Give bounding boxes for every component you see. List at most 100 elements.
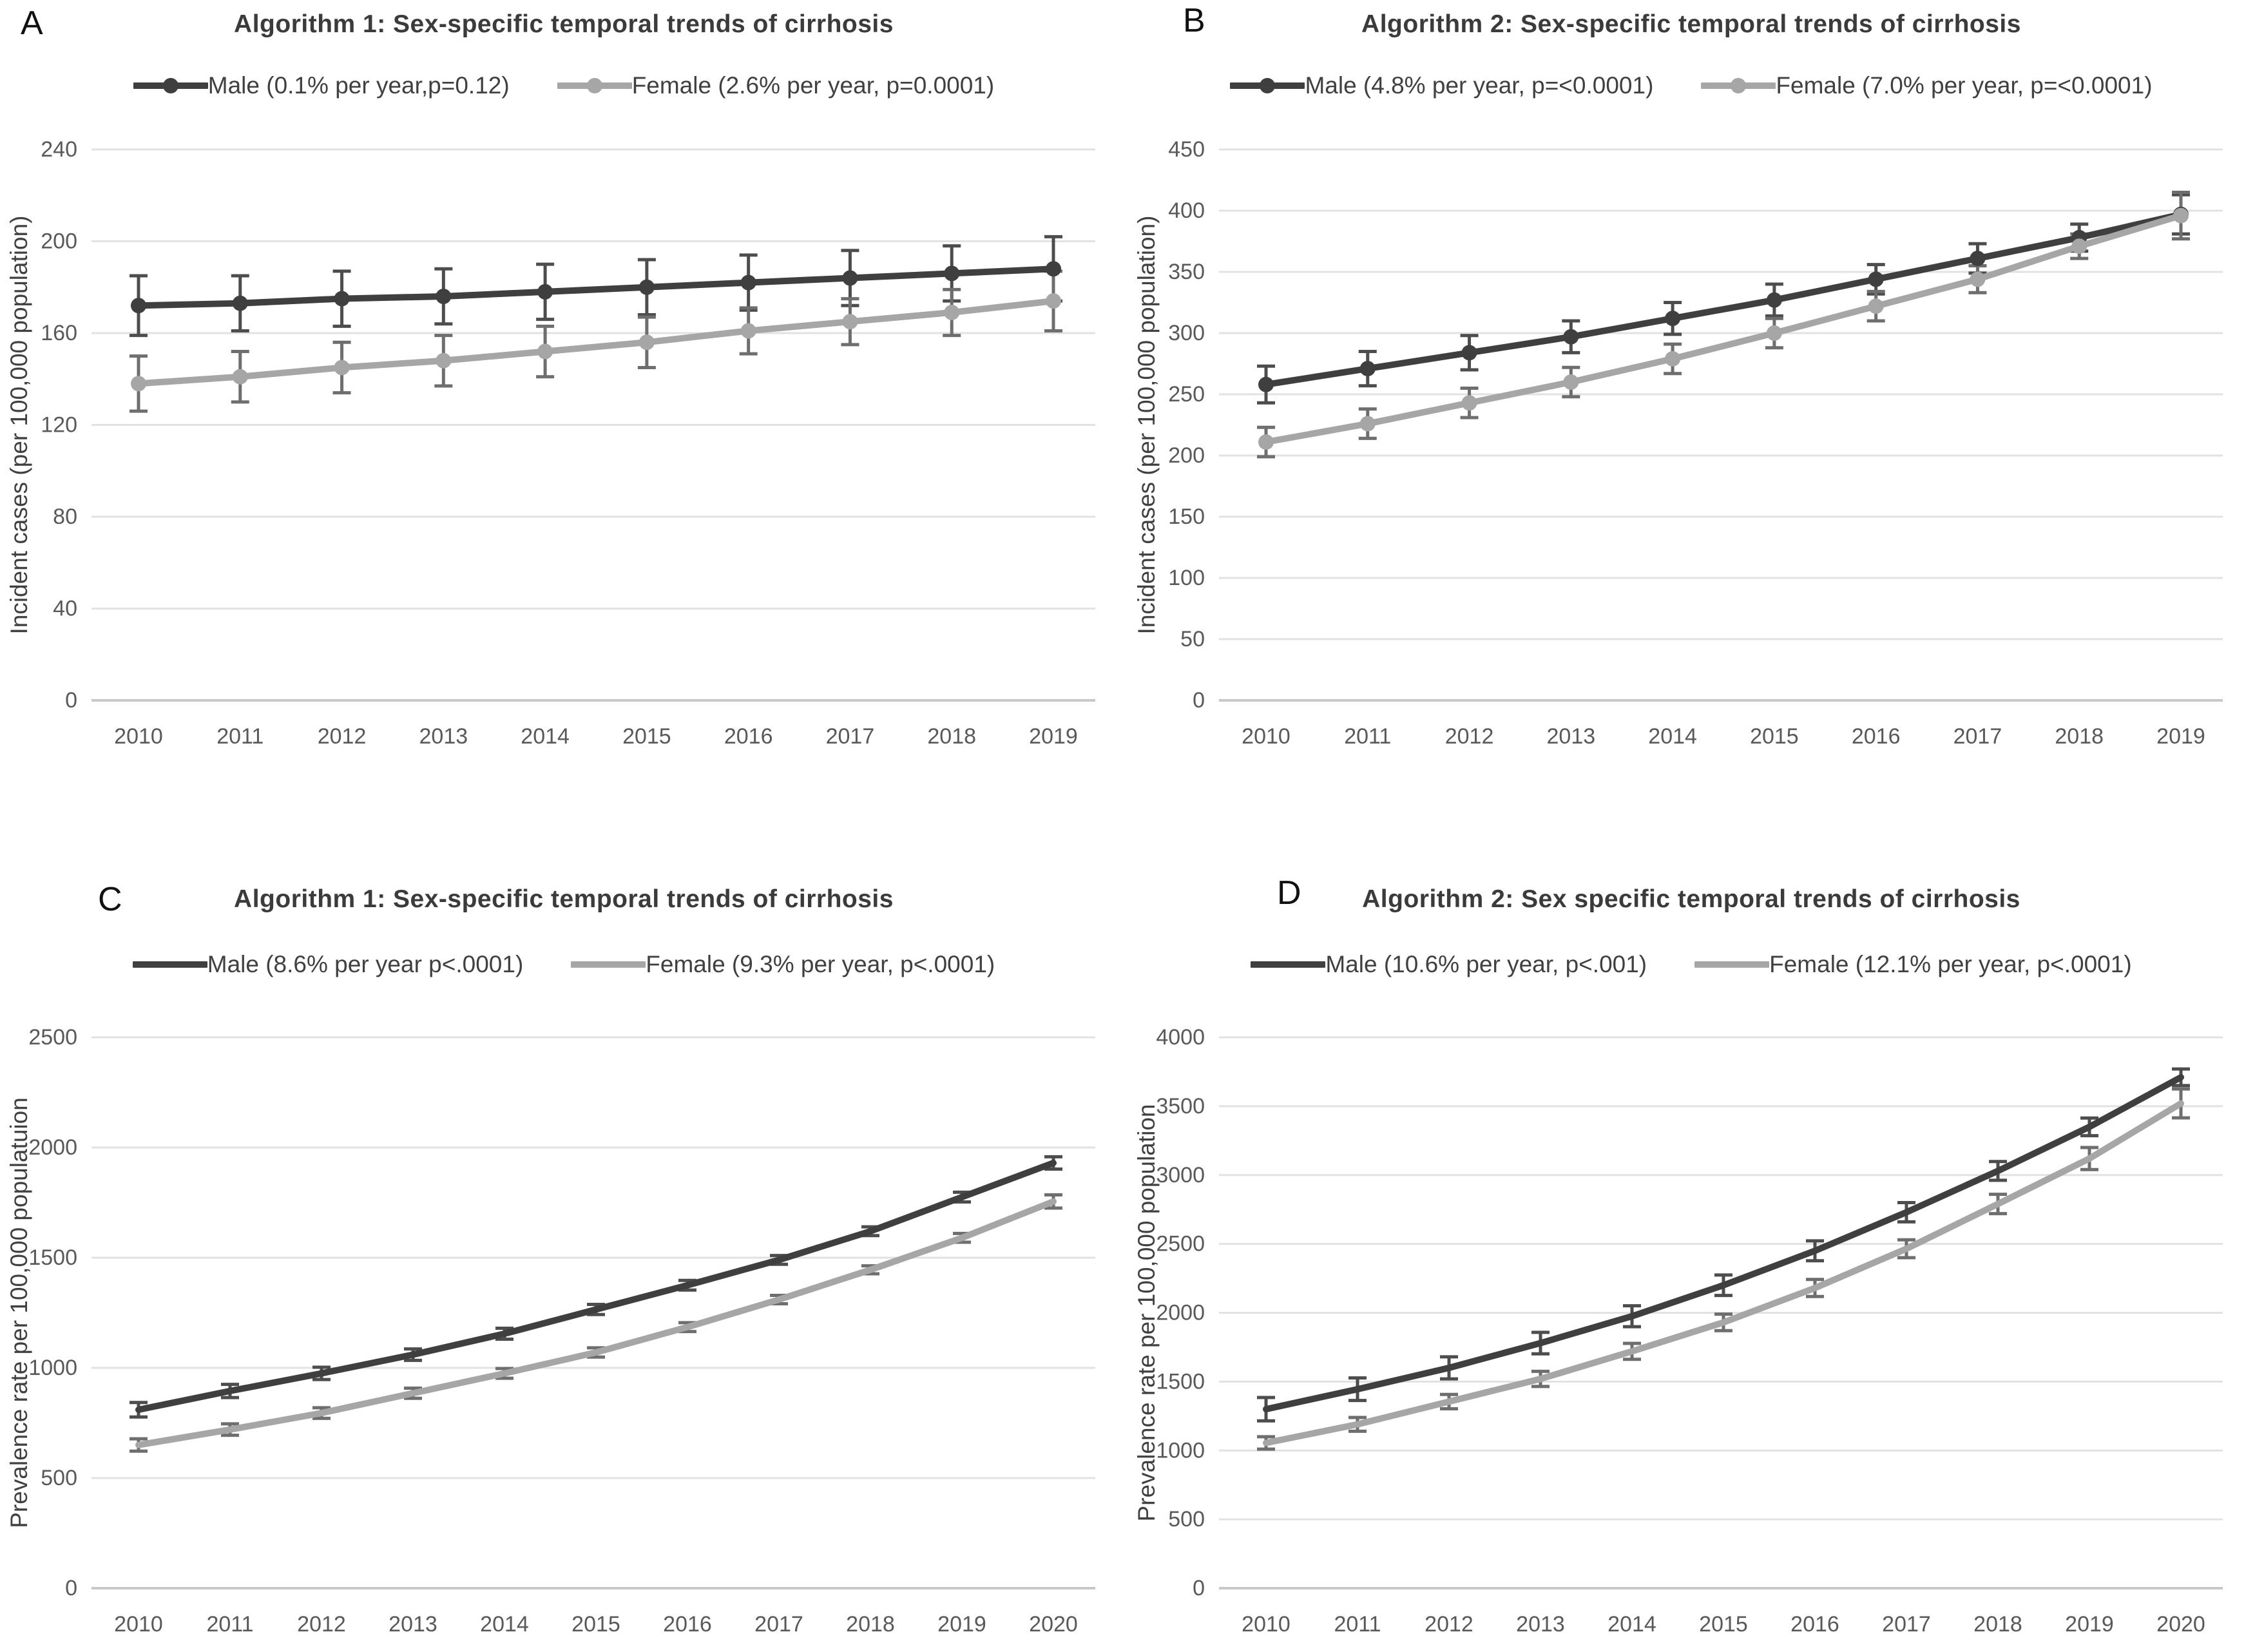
legend-item-male: Male (4.8% per year, p=<0.0001) — [1230, 72, 1653, 99]
chart-title-A: Algorithm 1: Sex-specific temporal trend… — [234, 10, 894, 38]
svg-text:2011: 2011 — [1344, 724, 1391, 749]
svg-text:80: 80 — [53, 504, 77, 529]
svg-text:2019: 2019 — [937, 1612, 986, 1637]
svg-text:350: 350 — [1168, 260, 1205, 284]
svg-text:2013: 2013 — [1516, 1612, 1565, 1637]
svg-text:2000: 2000 — [28, 1135, 77, 1160]
svg-text:300: 300 — [1168, 321, 1205, 345]
svg-text:3500: 3500 — [1156, 1094, 1205, 1119]
legend-label-male: Male (10.6% per year, p<.001) — [1325, 951, 1647, 977]
male-line-swatch-icon — [1230, 78, 1305, 93]
male-line-swatch-icon — [1251, 961, 1326, 968]
svg-text:0: 0 — [1193, 1576, 1205, 1600]
svg-text:Prevalence rate per 100,000 po: Prevalence rate per 100,000 population — [1133, 1104, 1160, 1522]
svg-text:2011: 2011 — [206, 1612, 253, 1637]
svg-text:2013: 2013 — [419, 724, 468, 749]
svg-text:240: 240 — [41, 137, 77, 162]
svg-text:2018: 2018 — [846, 1612, 895, 1637]
svg-text:2014: 2014 — [521, 724, 570, 749]
svg-text:1000: 1000 — [28, 1356, 77, 1380]
svg-text:0: 0 — [1193, 688, 1205, 713]
female-line-swatch-icon — [1701, 78, 1776, 93]
legend-C: Male (8.6% per year p<.0001) Female (9.3… — [0, 951, 1128, 978]
chart-title-C: Algorithm 1: Sex-specific temporal trend… — [234, 885, 894, 913]
svg-text:2014: 2014 — [480, 1612, 529, 1637]
svg-text:0: 0 — [65, 1576, 77, 1600]
svg-text:2018: 2018 — [1973, 1612, 2022, 1637]
svg-text:500: 500 — [41, 1466, 77, 1490]
svg-text:2010: 2010 — [114, 1612, 163, 1637]
svg-text:2015: 2015 — [1699, 1612, 1748, 1637]
svg-text:2015: 2015 — [622, 724, 671, 749]
svg-text:2500: 2500 — [28, 1025, 77, 1050]
chart-title-B: Algorithm 2: Sex-specific temporal trend… — [1361, 10, 2021, 38]
svg-text:2016: 2016 — [724, 724, 773, 749]
svg-text:200: 200 — [1168, 443, 1205, 468]
panel-D: D Algorithm 2: Sex specific temporal tre… — [1128, 826, 2255, 1652]
svg-text:1500: 1500 — [1156, 1369, 1205, 1394]
female-line-swatch-icon — [1694, 961, 1770, 968]
svg-text:Prevalence rate per 100,000 po: Prevalence rate per 100,000 populatuion — [6, 1097, 32, 1528]
svg-text:2010: 2010 — [1242, 724, 1291, 749]
svg-text:2012: 2012 — [1445, 724, 1494, 749]
legend-item-male: Male (0.1% per year,p=0.12) — [133, 72, 510, 99]
legend-label-male: Male (4.8% per year, p=<0.0001) — [1305, 72, 1654, 99]
svg-text:120: 120 — [41, 413, 77, 437]
legend-label-female: Female (2.6% per year, p=0.0001) — [631, 72, 995, 99]
legend-item-female: Female (12.1% per year, p<.0001) — [1694, 951, 2132, 978]
female-line-swatch-icon — [571, 961, 646, 968]
svg-text:2020: 2020 — [2156, 1612, 2205, 1637]
legend-label-female: Female (9.3% per year, p<.0001) — [646, 951, 995, 977]
legend-item-female: Female (7.0% per year, p=<0.0001) — [1701, 72, 2153, 99]
svg-text:2012: 2012 — [318, 724, 367, 749]
female-line-swatch-icon — [557, 78, 632, 93]
svg-text:2500: 2500 — [1156, 1232, 1205, 1256]
prevalence-chart-algorithm1: 0 500 1000 1500 2000 2500 2010 2011 2012 2013 2014… — [6, 1025, 1095, 1637]
svg-text:3000: 3000 — [1156, 1163, 1205, 1187]
legend-label-male: Male (8.6% per year p<.0001) — [207, 951, 524, 977]
svg-text:2011: 2011 — [216, 724, 264, 749]
svg-text:2017: 2017 — [754, 1612, 803, 1637]
panel-B: B Algorithm 2: Sex-specific temporal tre… — [1128, 0, 2255, 826]
panel-letter-A: A — [21, 5, 43, 42]
svg-text:2012: 2012 — [1425, 1612, 1473, 1637]
legend-item-female: Female (2.6% per year, p=0.0001) — [557, 72, 995, 99]
svg-text:2013: 2013 — [389, 1612, 437, 1637]
svg-text:2019: 2019 — [1029, 724, 1078, 749]
panel-letter-D: D — [1277, 874, 1301, 912]
legend-item-female: Female (9.3% per year, p<.0001) — [571, 951, 995, 978]
legend-item-male: Male (8.6% per year p<.0001) — [132, 951, 524, 978]
svg-text:2017: 2017 — [1953, 724, 2002, 749]
male-line-swatch-icon — [133, 78, 208, 93]
svg-text:2010: 2010 — [114, 724, 163, 749]
svg-text:150: 150 — [1168, 504, 1205, 529]
legend-item-male: Male (10.6% per year, p<.001) — [1251, 951, 1647, 978]
svg-text:Incident cases (per 100,000 p: Incident cases (per 100,000 population) — [1133, 216, 1160, 635]
svg-text:2014: 2014 — [1607, 1612, 1656, 1637]
panel-C: C Algorithm 1: Sex-specific temporal tre… — [0, 826, 1128, 1652]
svg-text:2016: 2016 — [1790, 1612, 1839, 1637]
svg-text:2015: 2015 — [1750, 724, 1799, 749]
svg-text:450: 450 — [1168, 137, 1205, 162]
svg-text:2015: 2015 — [571, 1612, 620, 1637]
legend-A: Male (0.1% per year,p=0.12) Female (2.6%… — [0, 72, 1128, 99]
svg-text:2018: 2018 — [927, 724, 976, 749]
svg-text:4000: 4000 — [1156, 1025, 1205, 1050]
svg-text:2014: 2014 — [1648, 724, 1697, 749]
male-line-swatch-icon — [132, 961, 207, 968]
svg-text:50: 50 — [1180, 627, 1205, 651]
legend-label-female: Female (12.1% per year, p<.0001) — [1769, 951, 2132, 977]
panel-A: A Algorithm 1: Sex-specific temporal tre… — [0, 0, 1128, 826]
prevalence-chart-algorithm2: 0 500 1000 1500 2000 2500 3000 3500 4000 2010 2011… — [1133, 1025, 2223, 1637]
svg-text:2019: 2019 — [2156, 724, 2205, 749]
legend-B: Male (4.8% per year, p=<0.0001) Female (… — [1128, 72, 2255, 99]
svg-text:2017: 2017 — [1882, 1612, 1931, 1637]
svg-text:2017: 2017 — [826, 724, 875, 749]
incidence-chart-algorithm1: 0 40 80 120 160 200 240 2010 2011 2012 2013 2014 201… — [6, 137, 1095, 749]
svg-text:500: 500 — [1168, 1507, 1205, 1532]
incidence-chart-algorithm2: 0 50 100 150 200 250 300 350 400 450 2010 2011 2012 2… — [1133, 137, 2223, 749]
panel-letter-B: B — [1183, 2, 1205, 39]
panel-letter-C: C — [98, 881, 122, 918]
svg-text:1500: 1500 — [28, 1245, 77, 1270]
